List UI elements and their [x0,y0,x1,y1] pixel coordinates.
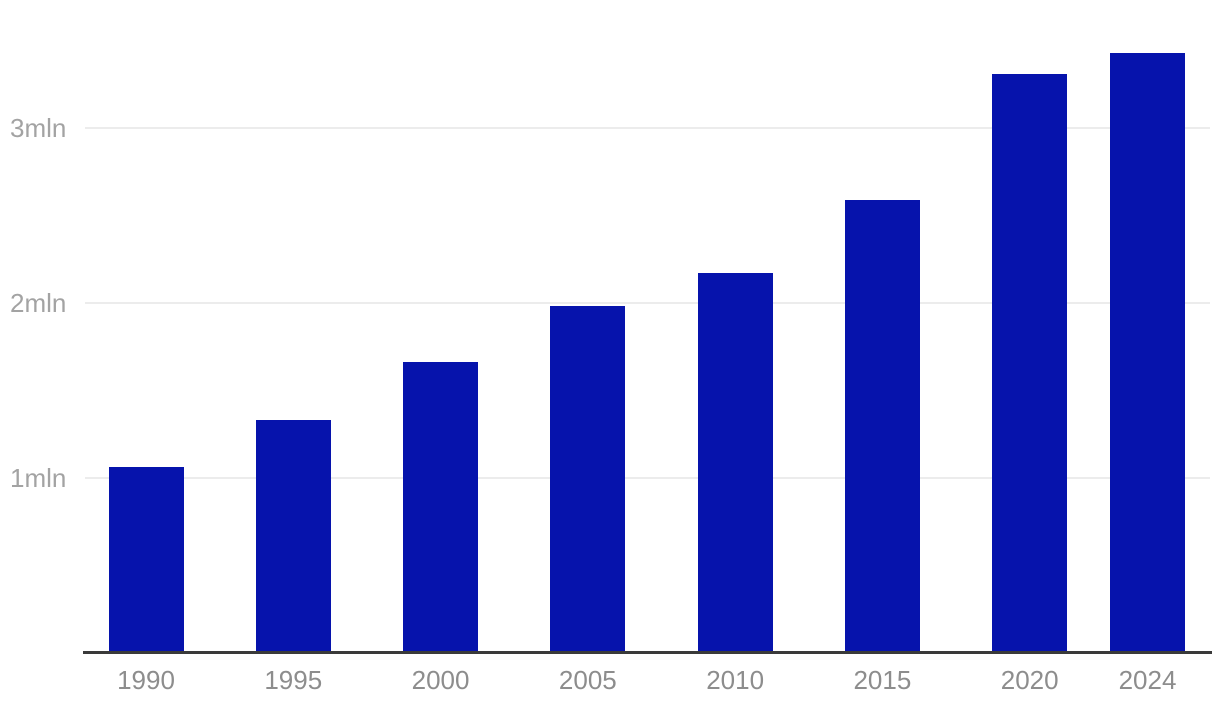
x-tick-label-2000: 2000 [411,665,470,695]
x-axis-baseline [83,651,1212,654]
bar-2005[interactable] [550,306,626,651]
bar-2015[interactable] [844,199,920,651]
x-tick-label-2010: 2010 [706,665,765,695]
y-tick-label-2mln: 2mln [10,288,67,318]
bar-1995[interactable] [255,420,331,651]
x-tick-label-2015: 2015 [853,665,912,695]
gridline-3mln [85,127,1210,129]
bar-2010[interactable] [697,273,773,651]
x-tick-label-2005: 2005 [558,665,617,695]
bar-2000[interactable] [403,362,479,651]
x-tick-label-1990: 1990 [117,665,175,695]
y-tick-label-3mln: 3mln [10,113,67,143]
gridline-2mln [85,302,1210,304]
x-tick-label-2024: 2024 [1118,665,1177,695]
x-tick-label-1995: 1995 [264,665,323,695]
gridline-1mln [85,477,1210,479]
y-tick-label-1mln: 1mln [10,463,67,493]
x-tick-label-2020: 2020 [1000,665,1059,695]
bar-1990[interactable] [108,467,184,651]
bar-2020[interactable] [992,73,1068,651]
bar-2024[interactable] [1110,52,1185,651]
